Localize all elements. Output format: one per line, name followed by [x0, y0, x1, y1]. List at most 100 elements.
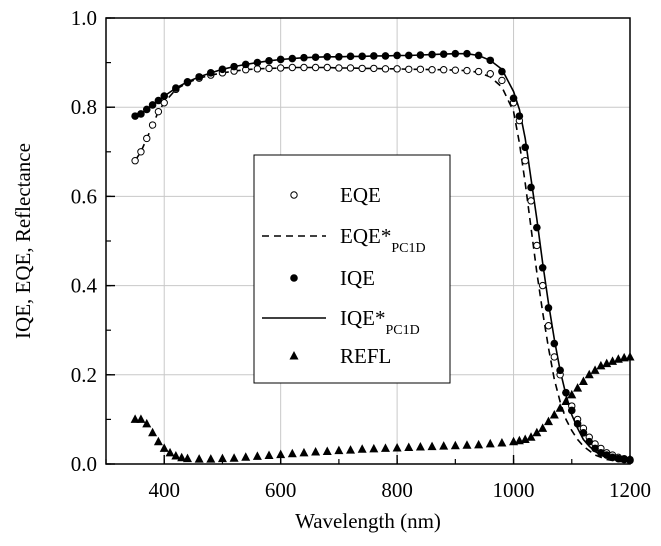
data-point — [439, 50, 448, 58]
data-point — [300, 63, 308, 72]
data-point — [229, 453, 239, 462]
data-point — [241, 452, 251, 461]
legend-box — [253, 154, 451, 384]
data-point — [131, 112, 139, 120]
legend-label: REFL — [340, 344, 391, 368]
data-point — [241, 60, 250, 69]
data-point — [591, 444, 599, 453]
data-point — [195, 73, 203, 81]
legend-label: EQE — [340, 183, 381, 207]
data-point — [578, 376, 588, 385]
data-point — [159, 443, 169, 452]
data-point — [608, 453, 617, 462]
data-point — [218, 65, 227, 74]
legend-label-subscript: PC1D — [386, 323, 420, 338]
data-point — [380, 443, 390, 452]
data-point — [142, 418, 152, 428]
data-point — [311, 53, 320, 62]
data-point — [346, 445, 356, 454]
data-point — [358, 64, 366, 73]
data-point — [567, 406, 576, 415]
data-point — [165, 447, 175, 457]
data-point — [416, 65, 425, 73]
legend-entry: IQE — [290, 266, 375, 290]
data-point — [392, 442, 402, 452]
data-point — [323, 53, 332, 61]
data-point — [148, 101, 157, 109]
x-tick-label: 400 — [148, 478, 180, 502]
data-point — [404, 51, 413, 60]
data-point — [428, 50, 436, 59]
data-point — [543, 416, 553, 426]
data-point — [131, 157, 139, 165]
data-point — [527, 197, 535, 205]
data-point — [194, 454, 204, 463]
x-tick-label: 600 — [265, 478, 297, 502]
y-tick-label: 0.2 — [71, 363, 97, 387]
data-point — [381, 65, 390, 73]
y-tick-label: 1.0 — [71, 6, 97, 30]
data-point — [253, 65, 262, 73]
data-point — [322, 446, 332, 456]
data-point — [451, 49, 460, 58]
data-point — [264, 450, 274, 460]
data-point — [265, 57, 273, 65]
data-point — [485, 438, 495, 448]
data-point — [358, 52, 366, 61]
data-point — [520, 434, 530, 443]
data-point — [154, 107, 163, 116]
legend-label: EQE*PC1D — [340, 224, 426, 256]
data-point — [311, 446, 321, 456]
data-point — [154, 96, 163, 105]
data-point — [538, 263, 547, 272]
data-point — [538, 423, 548, 432]
legend-entry: EQE — [290, 183, 381, 207]
data-point — [276, 64, 285, 72]
data-point — [533, 241, 541, 250]
data-point — [142, 105, 151, 114]
data-point — [451, 66, 460, 74]
legend-label-subscript: PC1D — [391, 241, 425, 256]
data-point — [370, 52, 378, 60]
x-tick-label: 1000 — [493, 478, 535, 502]
data-point — [590, 365, 600, 374]
y-tick-label: 0.4 — [71, 274, 98, 298]
legend-label-main: IQE — [340, 266, 375, 290]
data-point — [136, 414, 146, 423]
data-point — [596, 360, 606, 370]
x-tick-label: 1200 — [609, 478, 651, 502]
series-layer — [130, 49, 635, 465]
data-point — [405, 65, 413, 73]
y-axis-title: IQE, EQE, Reflectance — [11, 143, 35, 339]
data-point — [527, 183, 535, 192]
data-point — [521, 143, 529, 152]
data-point — [265, 64, 273, 73]
data-point — [393, 65, 401, 73]
data-point — [137, 110, 145, 118]
data-point — [573, 383, 583, 392]
data-point — [474, 67, 483, 76]
data-point — [299, 447, 309, 457]
data-point — [585, 437, 594, 446]
tick-labels: 400 600 800 1000 1200 0.0 0.2 0.4 0.6 0.8 1.0 — [71, 6, 651, 502]
data-point — [357, 444, 367, 453]
data-point — [602, 451, 611, 459]
data-point — [550, 353, 559, 361]
legend-marker-swatch — [289, 351, 299, 360]
data-point — [276, 449, 286, 459]
data-point — [160, 92, 169, 100]
data-point — [334, 445, 344, 455]
data-point — [172, 84, 180, 92]
legend-label: IQE — [340, 266, 375, 290]
data-point — [463, 66, 471, 75]
data-point — [143, 134, 151, 143]
data-point — [217, 453, 227, 463]
data-point — [497, 438, 507, 447]
data-point — [463, 49, 471, 58]
data-point — [207, 69, 215, 77]
legend-label-main: EQE — [340, 183, 381, 207]
data-point — [311, 63, 320, 72]
data-point — [381, 52, 390, 60]
data-point — [230, 62, 238, 71]
